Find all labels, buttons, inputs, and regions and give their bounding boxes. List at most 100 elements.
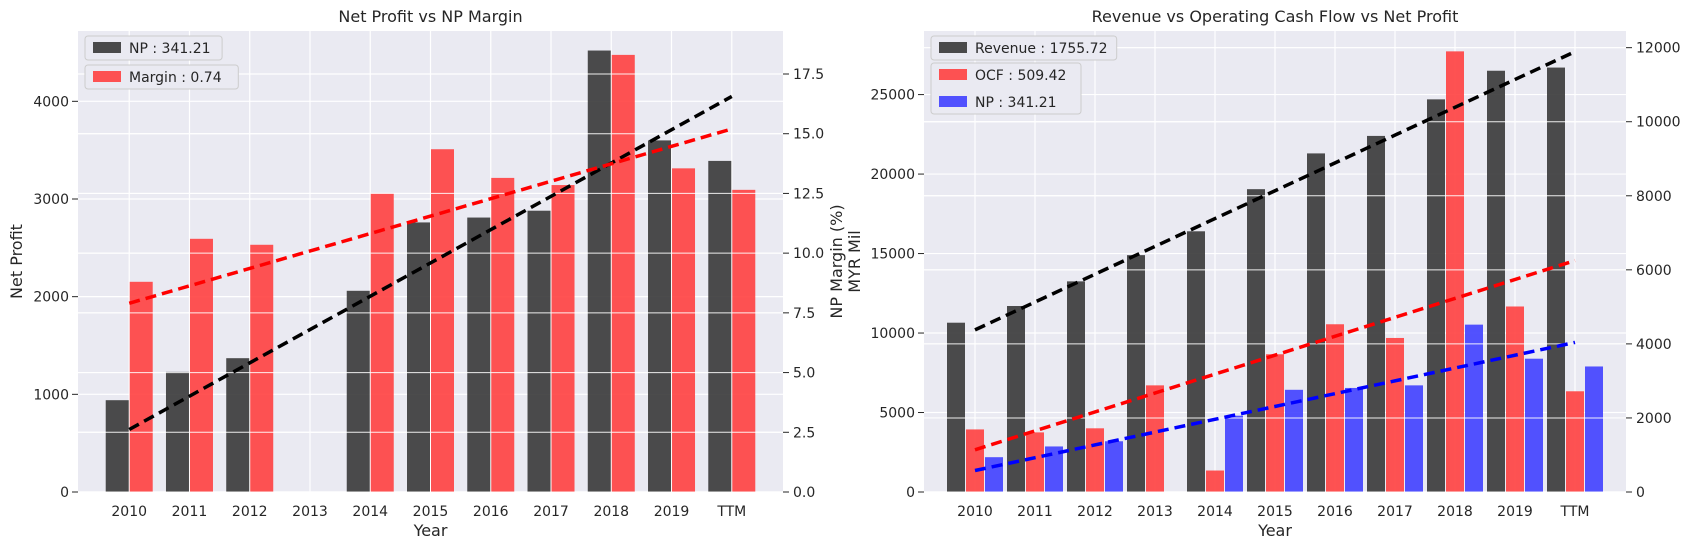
y2-tick-label: 0 — [1636, 485, 1645, 501]
bar-2019 — [1506, 306, 1524, 492]
bar-2018 — [611, 54, 635, 492]
bar-2011 — [189, 238, 213, 492]
y2-tick-label: 10.0 — [793, 246, 824, 262]
legend-label: Margin : 0.74 — [129, 70, 222, 86]
bar-2018 — [1427, 99, 1445, 493]
y-axis-label: MYR Mil — [845, 230, 864, 292]
trendlines — [128, 94, 733, 432]
y-tick-label: 10000 — [870, 326, 915, 342]
bar-2016 — [1307, 153, 1325, 492]
x-tick-label: 2014 — [1197, 504, 1233, 520]
bar-2014 — [1187, 231, 1205, 492]
x-tick-label: 2018 — [1437, 504, 1473, 520]
legend-label: NP : 341.21 — [975, 95, 1057, 111]
x-tick-label: 2014 — [352, 504, 388, 520]
bar-TTM — [1566, 391, 1584, 492]
bar-TTM — [708, 160, 732, 492]
x-tick-label: 2013 — [1137, 504, 1173, 520]
y2-tick-label: 12.5 — [793, 186, 824, 202]
legend-swatch — [939, 96, 967, 107]
bars — [947, 51, 1603, 493]
bar-2014 — [370, 193, 394, 492]
bar-2017 — [1386, 337, 1404, 492]
x-tick-label: 2010 — [957, 504, 993, 520]
grid-overlay — [924, 47, 1626, 493]
bar-2015 — [1247, 189, 1265, 492]
bar-TTM — [1547, 67, 1565, 492]
y2-tick-label: 8000 — [1636, 189, 1672, 205]
bar-2015 — [1266, 354, 1284, 492]
bar-2019 — [672, 168, 696, 493]
y-tick-label: 2000 — [33, 290, 69, 306]
x-tick-label: 2012 — [232, 504, 268, 520]
legend-label: Revenue : 1755.72 — [975, 41, 1107, 57]
x-tick-label: 2017 — [1377, 504, 1413, 520]
x-tick-label: 2016 — [1317, 504, 1353, 520]
chart-title: Net Profit vs NP Margin — [338, 7, 522, 26]
bar-2019 — [1525, 358, 1543, 492]
x-axis-label: Year — [413, 521, 448, 540]
bar-2013 — [1146, 385, 1164, 492]
x-tick-label: 2018 — [593, 504, 629, 520]
trendline — [128, 127, 733, 305]
y-tick-label: 3000 — [33, 192, 69, 208]
legend-box — [930, 62, 1082, 115]
axes: 0 5000 10000 15000 20000 25000 0 2000 4000 6000 80… — [870, 41, 1680, 520]
legend-label: OCF : 509.42 — [975, 68, 1066, 84]
bar-2011 — [1007, 306, 1025, 492]
y2-tick-label: 0.0 — [793, 485, 815, 501]
bar-2014 — [1206, 470, 1224, 492]
y2-tick-label: 17.5 — [793, 67, 824, 83]
y-tick-label: 20000 — [870, 167, 915, 183]
x-tick-label: 2011 — [172, 504, 208, 520]
y2-axis-label: NP Margin (%) — [827, 204, 846, 318]
bar-2016 — [491, 177, 515, 492]
y-tick-label: 4000 — [33, 94, 69, 110]
bar-2012 — [1067, 281, 1085, 492]
bar-2019 — [1487, 70, 1505, 492]
x-tick-label: 2019 — [654, 504, 690, 520]
bar-2010 — [947, 322, 965, 492]
x-tick-label: 2019 — [1497, 504, 1533, 520]
bar-TTM — [1585, 366, 1603, 492]
x-tick-label: TTM — [1560, 504, 1590, 520]
bar-2016 — [1345, 387, 1363, 492]
bar-2012 — [1086, 428, 1104, 492]
bar-2012 — [250, 244, 274, 492]
y2-tick-label: 2.5 — [793, 425, 815, 441]
legend-label: NP : 341.21 — [129, 41, 211, 57]
legend: NP : 341.21 Margin : 0.74 — [84, 35, 239, 90]
y2-tick-label: 12000 — [1636, 41, 1681, 57]
trendline — [974, 340, 1576, 473]
bar-2011 — [1045, 446, 1063, 492]
y-tick-label: 0 — [60, 485, 69, 501]
y-tick-label: 1000 — [33, 387, 69, 403]
y-axis-label: Net Profit — [7, 224, 26, 299]
bar-2017 — [1367, 135, 1385, 492]
legend-box — [84, 64, 239, 90]
trendline — [974, 258, 1576, 452]
chart-1: 0 1000 2000 3000 4000 0.0 2.5 5.0 7.5 10.0 12.5 15.… — [7, 7, 846, 540]
chart-title: Revenue vs Operating Cash Flow vs Net Pr… — [1092, 7, 1459, 26]
bar-2016 — [1326, 324, 1344, 492]
x-tick-label: 2013 — [292, 504, 328, 520]
x-tick-label: 2010 — [111, 504, 147, 520]
trendline — [974, 50, 1576, 332]
bar-2014 — [346, 290, 370, 492]
chart-2: 0 5000 10000 15000 20000 25000 0 2000 4000 6000 80… — [845, 7, 1681, 540]
bar-2011 — [1026, 432, 1044, 492]
y2-tick-label: 4000 — [1636, 337, 1672, 353]
bar-2010 — [966, 429, 984, 492]
bar-2013 — [1127, 255, 1145, 492]
trendlines — [974, 50, 1576, 473]
x-tick-label: 2017 — [533, 504, 569, 520]
bar-2017 — [1405, 385, 1423, 492]
y-tick-label: 25000 — [870, 88, 915, 104]
bar-2017 — [551, 185, 575, 493]
x-tick-label: TTM — [716, 504, 746, 520]
x-tick-label: 2015 — [413, 504, 449, 520]
bar-2018 — [1465, 324, 1483, 492]
bar-2010 — [985, 457, 1003, 492]
